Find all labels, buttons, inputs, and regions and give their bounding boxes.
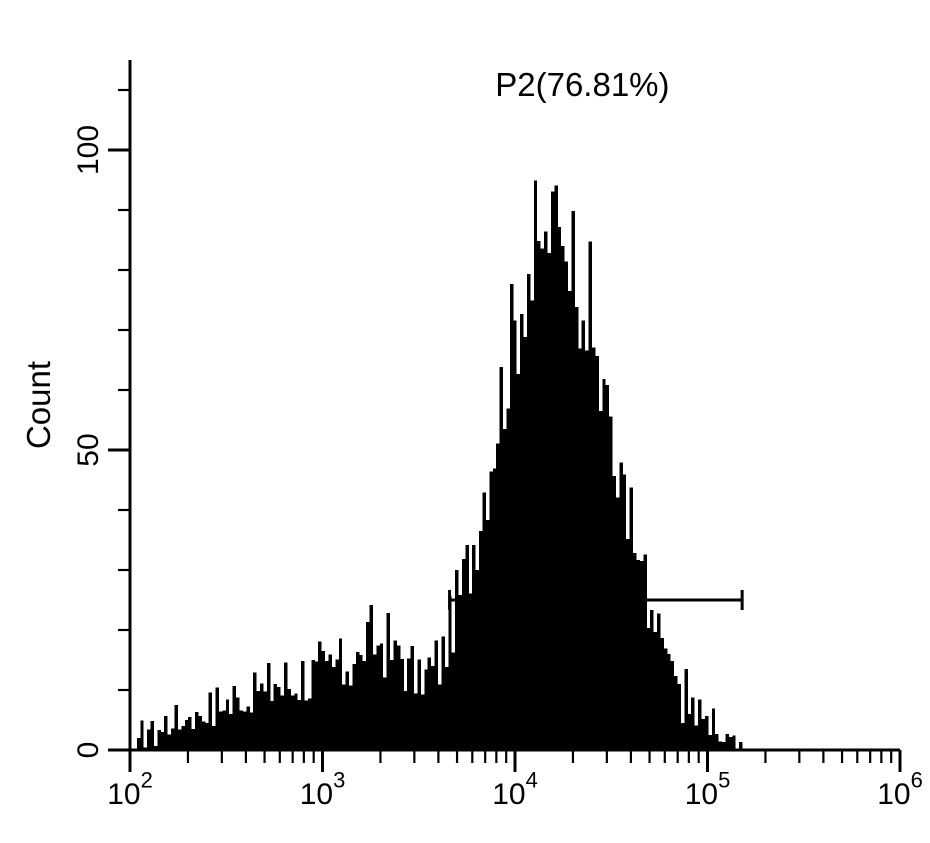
y-ticks: 0 50 100 [72, 90, 130, 758]
flow-cytometry-histogram: 102 103 104 105 106 0 50 100 Count P2(76.81%) [0, 0, 930, 843]
x-ticks: 102 103 104 105 106 [107, 750, 923, 811]
gate-annotation: P2(76.81%) [495, 66, 669, 103]
x-tick-label: 105 [685, 768, 731, 812]
y-tick-label: 100 [72, 125, 105, 175]
y-tick-label: 0 [72, 742, 105, 759]
y-tick-label: 50 [72, 433, 105, 466]
x-tick-label: 106 [877, 768, 923, 812]
x-tick-label: 102 [107, 768, 153, 812]
y-axis-label: Count [20, 361, 57, 449]
chart-svg: 102 103 104 105 106 0 50 100 Count P2(76.81%) [0, 0, 930, 843]
histogram-bars [137, 180, 743, 750]
x-tick-label: 103 [300, 768, 346, 812]
x-tick-label: 104 [492, 768, 538, 812]
